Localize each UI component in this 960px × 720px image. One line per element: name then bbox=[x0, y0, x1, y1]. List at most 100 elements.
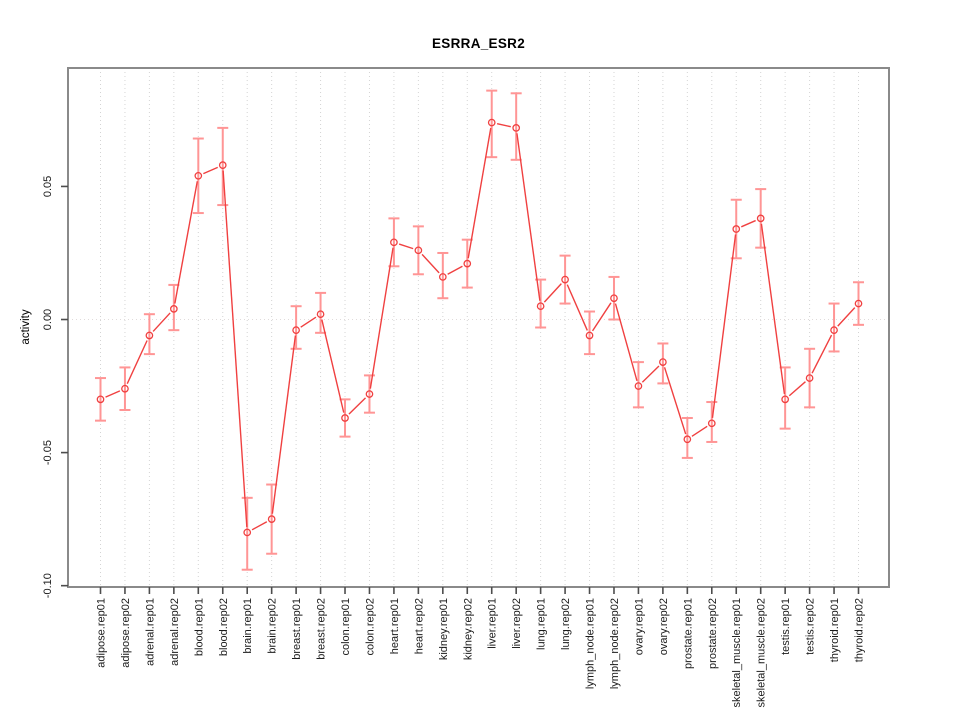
x-gridlines bbox=[100, 68, 859, 587]
series-segment bbox=[837, 307, 856, 327]
data-point bbox=[96, 395, 105, 404]
chart-title: ESRRA_ESR2 bbox=[431, 36, 526, 51]
series-segment bbox=[566, 284, 588, 331]
y-tick-label: -0.10 bbox=[42, 573, 54, 598]
x-tick-label: blood.rep02 bbox=[218, 598, 230, 656]
data-point bbox=[145, 331, 154, 340]
series-segment bbox=[251, 521, 268, 531]
data-point bbox=[414, 246, 423, 255]
x-tick-label: ovary.rep01 bbox=[633, 598, 645, 655]
error-bars bbox=[95, 89, 864, 571]
series-segment bbox=[467, 127, 492, 259]
series-segment bbox=[222, 170, 248, 527]
y-axis: 0.05 0.00 -0.05 -0.10 bbox=[42, 176, 68, 598]
data-point bbox=[438, 273, 447, 281]
series-segment bbox=[641, 365, 660, 383]
x-tick-label: thyroid.rep01 bbox=[829, 598, 841, 662]
x-tick-label: prostate.rep02 bbox=[707, 598, 719, 669]
series-segment bbox=[591, 302, 612, 332]
x-tick-label: kidney.rep02 bbox=[462, 598, 474, 660]
data-point bbox=[830, 326, 838, 335]
data-point bbox=[121, 384, 129, 393]
series-segment bbox=[811, 334, 833, 374]
data-point bbox=[561, 275, 569, 284]
series-line bbox=[105, 123, 856, 531]
plot-border bbox=[67, 67, 890, 588]
x-tick-label: skeletal_muscle.rep01 bbox=[731, 598, 743, 707]
series-segment bbox=[543, 283, 562, 303]
series-segment bbox=[398, 243, 414, 250]
x-tick-label: adrenal.rep01 bbox=[144, 598, 156, 666]
data-point bbox=[292, 326, 300, 335]
data-point bbox=[805, 374, 814, 382]
data-point bbox=[781, 395, 789, 404]
data-point bbox=[659, 358, 667, 366]
series-segment bbox=[152, 312, 171, 332]
x-tick-label: lung.rep02 bbox=[560, 598, 572, 650]
x-tick-label: adipose.rep02 bbox=[120, 598, 132, 668]
y-tick-label: 0.00 bbox=[42, 309, 54, 330]
data-point bbox=[463, 259, 472, 268]
x-tick-label: brain.rep01 bbox=[242, 598, 254, 654]
data-point bbox=[487, 118, 496, 127]
series-segment bbox=[496, 123, 511, 128]
x-axis: adipose.rep01 adipose.rep02 adrenal.rep01 a… bbox=[96, 587, 866, 707]
x-tick-label: testis.rep02 bbox=[805, 598, 817, 655]
data-point bbox=[365, 390, 374, 398]
x-tick-label: prostate.rep01 bbox=[682, 598, 694, 669]
x-tick-label: skeletal_muscle.rep02 bbox=[756, 598, 768, 707]
x-tick-label: ovary.rep02 bbox=[658, 598, 670, 655]
data-point bbox=[756, 214, 765, 223]
series-segment bbox=[203, 166, 218, 175]
x-tick-label: liver.rep02 bbox=[511, 598, 523, 649]
data-point bbox=[512, 124, 521, 132]
data-points bbox=[96, 118, 863, 537]
x-tick-label: lymph_node.rep02 bbox=[609, 598, 621, 689]
data-point bbox=[243, 528, 252, 537]
x-tick-label: lymph_node.rep01 bbox=[585, 598, 597, 689]
data-point bbox=[267, 515, 276, 523]
series-segment bbox=[711, 234, 737, 418]
y-tick-label: -0.05 bbox=[42, 440, 54, 465]
series-segment bbox=[369, 247, 394, 389]
data-point bbox=[316, 310, 325, 319]
data-point bbox=[707, 419, 716, 428]
data-point bbox=[536, 302, 545, 311]
series-segment bbox=[300, 316, 317, 328]
data-point bbox=[170, 305, 178, 313]
series-segment bbox=[421, 253, 440, 274]
x-tick-label: lung.rep01 bbox=[536, 598, 548, 650]
x-tick-label: liver.rep01 bbox=[487, 598, 499, 649]
x-tick-label: kidney.rep01 bbox=[438, 598, 450, 660]
data-point bbox=[390, 238, 398, 247]
data-point bbox=[854, 299, 863, 308]
series-segment bbox=[174, 181, 199, 304]
data-point bbox=[732, 225, 741, 233]
x-tick-label: breast.rep02 bbox=[316, 598, 328, 660]
data-point bbox=[634, 382, 643, 390]
data-point bbox=[610, 294, 618, 303]
x-tick-label: thyroid.rep02 bbox=[854, 598, 866, 662]
x-tick-label: colon.rep01 bbox=[340, 598, 352, 656]
series-segment bbox=[271, 335, 297, 514]
x-tick-label: breast.rep01 bbox=[291, 598, 303, 660]
data-point bbox=[341, 414, 349, 422]
series-segment bbox=[348, 397, 367, 415]
series-segment bbox=[614, 303, 638, 381]
series-segment bbox=[788, 381, 806, 397]
series-segment bbox=[126, 340, 148, 385]
x-tick-label: testis.rep01 bbox=[780, 598, 792, 655]
data-point bbox=[218, 161, 227, 169]
data-point bbox=[585, 331, 594, 340]
data-point bbox=[194, 171, 203, 180]
series-segment bbox=[516, 133, 541, 301]
series-segment bbox=[447, 265, 463, 275]
y-tick-label: 0.05 bbox=[42, 176, 54, 197]
x-tick-label: brain.rep02 bbox=[267, 598, 279, 654]
x-tick-label: adipose.rep01 bbox=[96, 598, 108, 668]
series-segment bbox=[741, 219, 756, 228]
x-tick-label: colon.rep02 bbox=[364, 598, 376, 656]
x-tick-label: heart.rep02 bbox=[413, 598, 425, 654]
